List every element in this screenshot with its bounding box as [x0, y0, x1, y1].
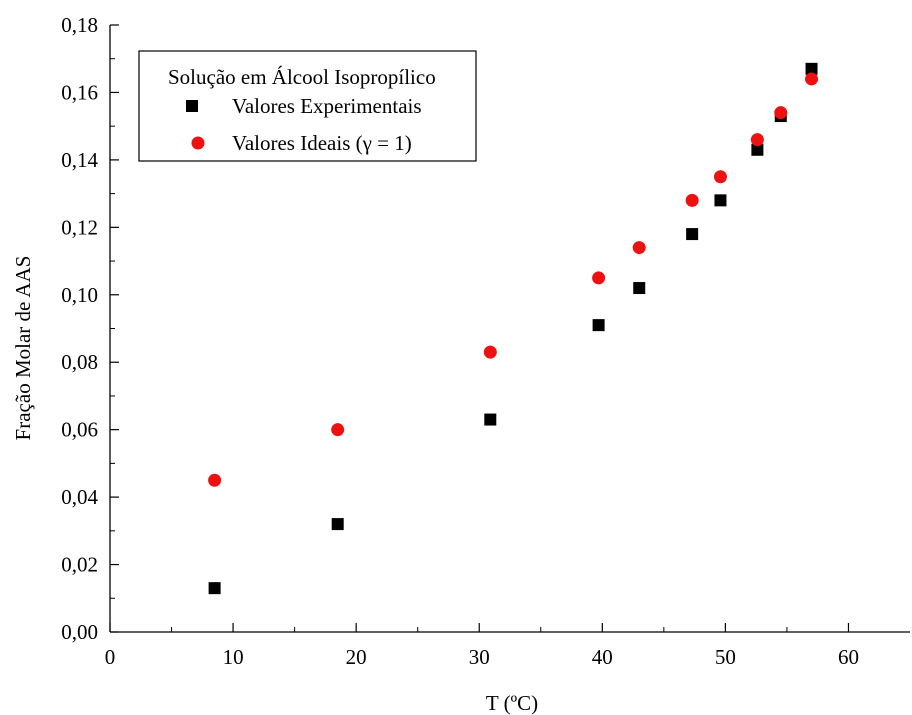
ideal-point [805, 72, 819, 86]
y-tick-label: 0,00 [61, 620, 98, 644]
x-axis-label: T (ºC) [486, 691, 538, 715]
y-tick-label: 0,12 [61, 215, 98, 239]
y-tick-label: 0,08 [61, 350, 98, 374]
experimental-point [714, 194, 727, 207]
legend-series-ideal: Valores Ideais (γ = 1) [232, 131, 412, 155]
y-tick-label: 0,10 [61, 283, 98, 307]
x-tick-label: 20 [346, 645, 367, 669]
experimental-point [331, 518, 344, 531]
experimental-point [686, 228, 699, 241]
experimental-point [805, 62, 818, 75]
x-tick-label: 60 [838, 645, 859, 669]
legend: Solução em Álcool Isopropílico Valores E… [138, 50, 477, 162]
ideal-point [632, 241, 646, 255]
legend-marker-square [186, 100, 198, 112]
y-tick-label: 0,02 [61, 553, 98, 577]
ideal-point [331, 423, 345, 437]
experimental-point [633, 282, 646, 295]
y-tick-label: 0,06 [61, 418, 98, 442]
ideal-point [774, 106, 788, 120]
x-tick-label: 0 [105, 645, 116, 669]
legend-title: Solução em Álcool Isopropílico [168, 65, 436, 89]
x-tick-label: 10 [223, 645, 244, 669]
ticks: 0 10 20 30 40 50 60 0,00 0,02 0,04 0,06 0,08 0,10 0,1… [61, 13, 859, 669]
ideal-point [208, 473, 222, 487]
ideal-point [750, 133, 764, 147]
experimental-point [484, 413, 497, 426]
data-points [208, 62, 819, 595]
legend-series-experimental: Valores Experimentais [232, 94, 422, 118]
x-tick-label: 40 [592, 645, 613, 669]
experimental-point [208, 582, 221, 595]
x-tick-label: 30 [469, 645, 490, 669]
y-tick-label: 0,04 [61, 485, 98, 509]
experimental-point [751, 143, 764, 156]
experimental-point [592, 319, 605, 332]
x-tick-label: 50 [715, 645, 736, 669]
y-tick-label: 0,14 [61, 148, 98, 172]
ideal-point [713, 170, 727, 184]
y-axis-label: Fração Molar de AAS [11, 256, 35, 441]
legend-marker-circle [191, 136, 205, 150]
ideal-point [483, 345, 497, 359]
y-tick-label: 0,18 [61, 13, 98, 37]
y-tick-label: 0,16 [61, 80, 98, 104]
ideal-point [685, 193, 699, 207]
ideal-point [592, 271, 606, 285]
